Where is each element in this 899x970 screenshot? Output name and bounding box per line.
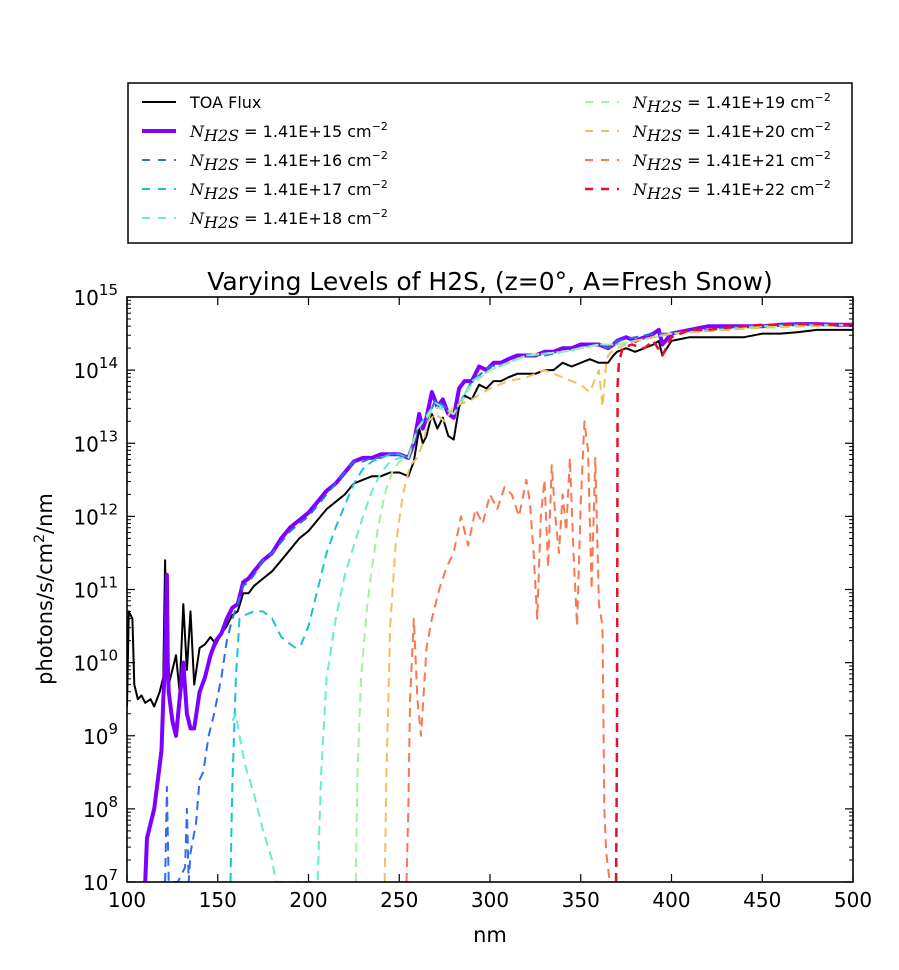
- legend-label-1: NH2S = 1.41E+15 cm−2: [189, 120, 388, 145]
- series-line-4: [231, 323, 853, 882]
- x-tick-label: 350: [562, 888, 600, 912]
- legend-box: [127, 82, 853, 244]
- legend-label-6: NH2S = 1.41E+20 cm−2: [632, 120, 831, 145]
- x-tick-label: 500: [834, 888, 872, 912]
- legend-label-3: NH2S = 1.41E+17 cm−2: [189, 178, 388, 203]
- plot-area: [127, 297, 853, 882]
- x-tick-label: 150: [199, 888, 237, 912]
- x-tick-label: 450: [743, 888, 781, 912]
- y-axis-label: photons/s/cm2/nm: [32, 493, 57, 685]
- y-tick-label: 1013: [73, 427, 118, 456]
- y-tick-label: 108: [83, 793, 118, 822]
- y-tick-label: 1011: [73, 574, 118, 603]
- x-tick-label: 300: [471, 888, 509, 912]
- legend-label-0: TOA Flux: [189, 93, 261, 112]
- x-tick-label: 250: [380, 888, 418, 912]
- legend: TOA Flux NH2S = 1.41E+15 cm−2 NH2S = 1.41E…: [142, 91, 831, 232]
- series-line-8: [614, 322, 853, 882]
- series-line-5: [354, 323, 853, 882]
- y-tick-label: 1015: [73, 281, 118, 310]
- legend-label-2: NH2S = 1.41E+16 cm−2: [189, 149, 388, 174]
- x-tick-label: 200: [289, 888, 327, 912]
- series-layer: [127, 322, 853, 882]
- chart-title: Varying Levels of H2S, (z=0°, A=Fresh Sn…: [207, 267, 773, 296]
- series-line-2: [164, 323, 853, 882]
- x-tick-label: 100: [108, 888, 146, 912]
- y-tick-label: 1012: [73, 500, 118, 529]
- legend-label-8: NH2S = 1.41E+22 cm−2: [632, 178, 831, 203]
- y-tick-label: 1014: [73, 354, 118, 383]
- x-tick-label: 400: [652, 888, 690, 912]
- x-axis-label: nm: [473, 923, 507, 947]
- legend-label-4: NH2S = 1.41E+18 cm−2: [189, 207, 388, 232]
- y-tick-label: 109: [83, 720, 118, 749]
- series-line-7: [405, 420, 611, 882]
- legend-label-7: NH2S = 1.41E+21 cm−2: [632, 149, 831, 174]
- legend-label-5: NH2S = 1.41E+19 cm−2: [632, 91, 831, 116]
- y-tick-label: 107: [83, 866, 118, 895]
- plot-frame: [126, 296, 854, 883]
- y-tick-label: 1010: [73, 647, 118, 676]
